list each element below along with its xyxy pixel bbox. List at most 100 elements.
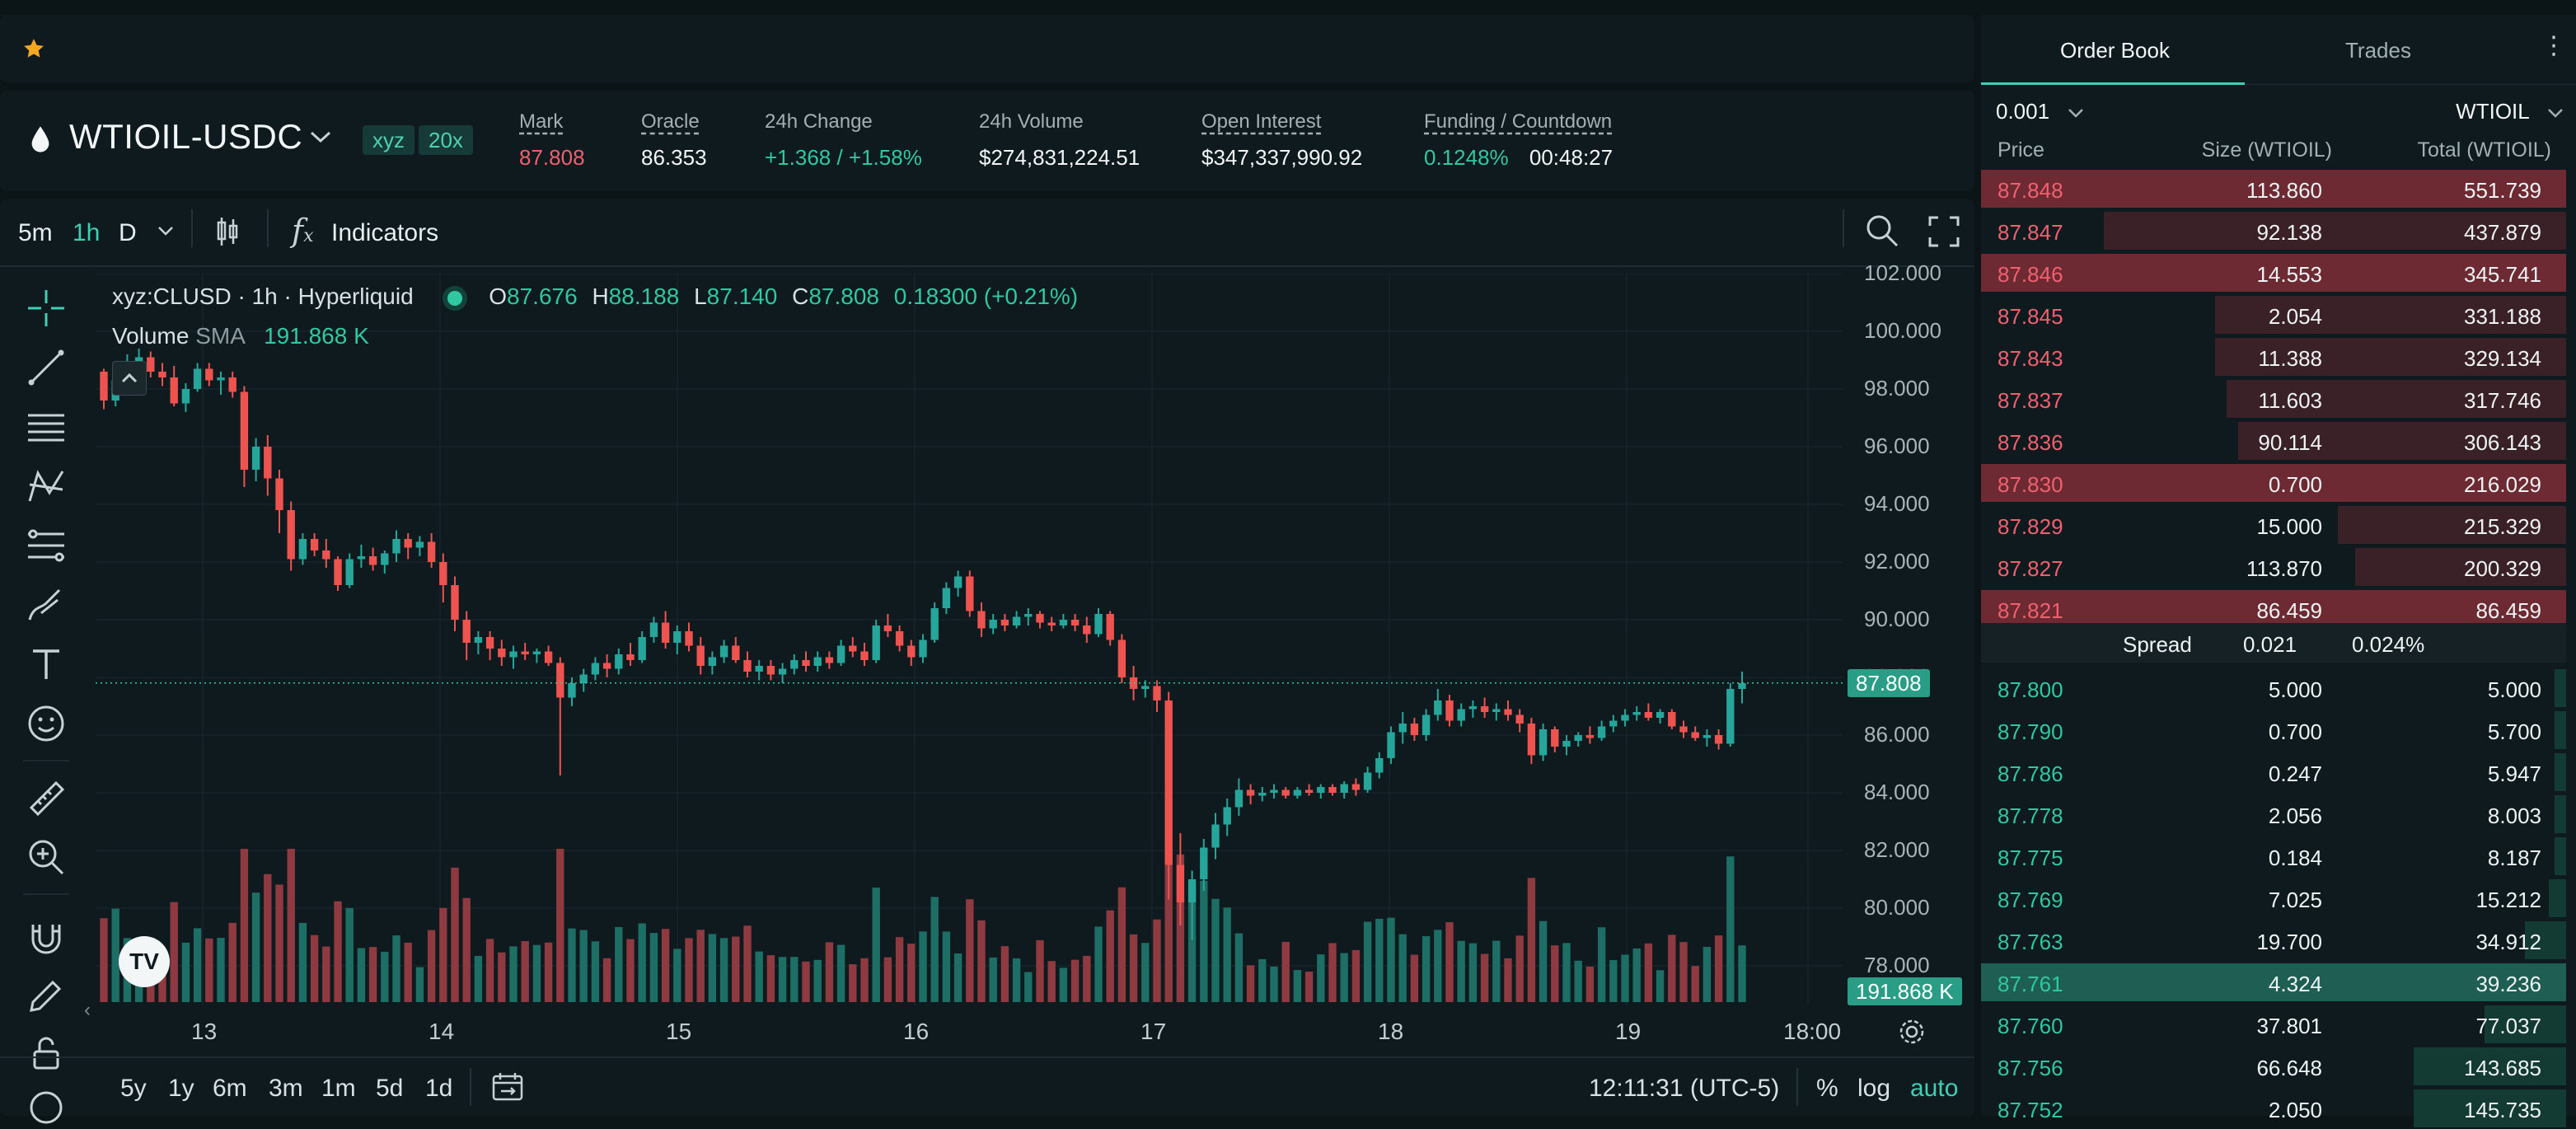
lock-icon[interactable]: [25, 1032, 68, 1075]
bid-row[interactable]: 87.760 37.801 77.037: [1981, 1004, 2566, 1043]
depth-bar: [2549, 879, 2566, 917]
order-total: 329.134: [2464, 346, 2541, 371]
ask-row[interactable]: 87.830 0.700 216.029: [1981, 462, 2566, 502]
text-icon[interactable]: [25, 643, 68, 686]
timeframe-D[interactable]: D: [119, 219, 137, 246]
magnet-icon[interactable]: [25, 916, 68, 959]
timeframe-5m[interactable]: 5m: [18, 219, 53, 246]
order-total: 5.700: [2487, 719, 2541, 744]
volume-bar: [1492, 940, 1501, 1002]
legend-h-value: 88.188: [608, 283, 680, 309]
leverage-badge[interactable]: 20x: [419, 125, 473, 155]
tradingview-logo-icon[interactable]: TV: [119, 936, 170, 987]
range-5d[interactable]: 5d: [376, 1075, 404, 1102]
symbol-name[interactable]: WTIOIL-USDC: [69, 117, 303, 156]
range-1d[interactable]: 1d: [425, 1075, 453, 1102]
ask-row[interactable]: 87.829 15.000 215.329: [1981, 504, 2566, 544]
calendar-range-icon[interactable]: [491, 1071, 524, 1103]
zoom-search-icon[interactable]: [1864, 213, 1900, 249]
collapse-toolbar-icon[interactable]: ‹: [84, 999, 91, 1021]
log-scale-toggle[interactable]: log: [1857, 1075, 1891, 1102]
ask-row[interactable]: 87.836 90.114 306.143: [1981, 420, 2566, 460]
emoji-icon[interactable]: [25, 702, 68, 745]
volume-bar: [602, 958, 611, 1002]
candle-body: [1070, 620, 1080, 625]
bid-row[interactable]: 87.775 0.184 8.187: [1981, 836, 2566, 875]
ask-row[interactable]: 87.847 92.138 437.879: [1981, 210, 2566, 250]
range-5y[interactable]: 5y: [120, 1075, 147, 1102]
ask-row[interactable]: 87.846 14.553 345.741: [1981, 252, 2566, 292]
settings-gear-icon[interactable]: [1897, 1017, 1927, 1047]
tab-orderbook[interactable]: Order Book: [2060, 38, 2170, 63]
depth-bar: [1981, 170, 2566, 208]
fullscreen-icon[interactable]: [1928, 216, 1960, 247]
volume-bar: [1679, 942, 1688, 1002]
candle-body: [1621, 714, 1629, 721]
range-1m[interactable]: 1m: [321, 1075, 356, 1102]
bid-row[interactable]: 87.752 2.050 145.735: [1981, 1088, 2566, 1127]
ruler-icon[interactable]: [25, 776, 68, 819]
bid-row[interactable]: 87.763 19.700 34.912: [1981, 920, 2566, 959]
volume-bar: [977, 920, 986, 1002]
tools-divider: [23, 760, 69, 761]
fib-icon[interactable]: [25, 524, 68, 567]
indicators-button[interactable]: Indicators: [331, 219, 439, 246]
candle-body: [942, 588, 951, 608]
ask-row[interactable]: 87.845 2.054 331.188: [1981, 294, 2566, 334]
zoom-in-icon[interactable]: [25, 836, 68, 878]
tab-trades[interactable]: Trades: [2345, 38, 2411, 63]
brush-icon[interactable]: [25, 583, 68, 626]
bid-row[interactable]: 87.756 66.648 143.685: [1981, 1046, 2566, 1085]
auto-scale-toggle[interactable]: auto: [1910, 1075, 1959, 1102]
candle-body: [813, 657, 822, 666]
trend-line-icon[interactable]: [25, 346, 68, 389]
legend-o-value: 87.676: [507, 283, 578, 309]
chevron-down-icon[interactable]: [308, 129, 333, 145]
range-3m[interactable]: 3m: [269, 1075, 303, 1102]
volume-bar: [615, 926, 623, 1002]
function-icon[interactable]: fx: [292, 213, 314, 249]
percent-scale-toggle[interactable]: %: [1816, 1075, 1838, 1102]
bid-row[interactable]: 87.786 0.247 5.947: [1981, 752, 2566, 791]
tick-size-select[interactable]: 0.001: [1996, 99, 2085, 124]
bid-row[interactable]: 87.761 4.324 39.236: [1981, 962, 2566, 1001]
crosshair-icon[interactable]: [25, 287, 68, 330]
timeframe-1h[interactable]: 1h: [73, 219, 101, 246]
chevron-down-icon[interactable]: [157, 224, 175, 237]
bid-row[interactable]: 87.800 5.000 5.000: [1981, 668, 2566, 707]
ask-row[interactable]: 87.843 11.388 329.134: [1981, 336, 2566, 376]
ask-row[interactable]: 87.848 113.860 551.739: [1981, 168, 2566, 208]
volume-bar: [1703, 946, 1712, 1002]
volume-tag: 191.868 K: [1848, 977, 1962, 1005]
depth-bar: [2525, 921, 2566, 959]
ask-row[interactable]: 87.821 86.459 86.459: [1981, 588, 2566, 628]
ask-row[interactable]: 87.837 11.603 317.746: [1981, 378, 2566, 418]
unit-select[interactable]: WTIOIL: [2456, 99, 2564, 124]
horizontal-lines-icon[interactable]: [25, 405, 68, 448]
range-1y[interactable]: 1y: [168, 1075, 194, 1102]
volume-bar: [474, 955, 483, 1002]
volume-bar: [1539, 921, 1548, 1002]
pattern-icon[interactable]: [25, 465, 68, 508]
toolbar-separator: [0, 265, 1974, 267]
candle-body: [509, 651, 518, 658]
bid-row[interactable]: 87.778 2.056 8.003: [1981, 794, 2566, 833]
order-total: 551.739: [2464, 178, 2541, 203]
more-options-icon[interactable]: ⋮: [2541, 32, 2566, 59]
bottom-divider: [470, 1068, 471, 1106]
star-icon[interactable]: [21, 36, 46, 61]
collapse-legend-button[interactable]: [112, 361, 147, 396]
ask-row[interactable]: 87.827 113.870 200.329: [1981, 546, 2566, 586]
candle-body: [1304, 789, 1314, 793]
candle-type-icon[interactable]: [214, 216, 241, 247]
pencil-lock-icon[interactable]: [25, 974, 68, 1017]
candle-body: [591, 663, 600, 675]
volume-bar: [1246, 965, 1255, 1002]
eye-icon[interactable]: [25, 1086, 68, 1129]
price-chart[interactable]: [96, 274, 1843, 1005]
bid-row[interactable]: 87.790 0.700 5.700: [1981, 710, 2566, 749]
candle-body: [568, 683, 576, 698]
bid-row[interactable]: 87.769 7.025 15.212: [1981, 878, 2566, 917]
range-6m[interactable]: 6m: [213, 1075, 247, 1102]
unit-value: WTIOIL: [2456, 99, 2529, 124]
